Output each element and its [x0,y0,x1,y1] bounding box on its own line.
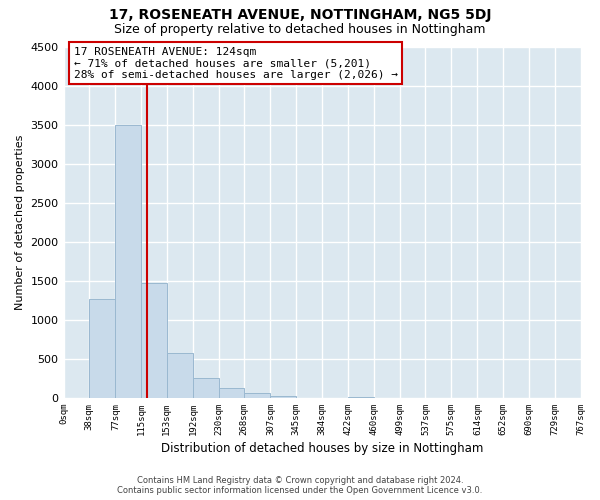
Text: 17 ROSENEATH AVENUE: 124sqm
← 71% of detached houses are smaller (5,201)
28% of : 17 ROSENEATH AVENUE: 124sqm ← 71% of det… [74,46,398,80]
Bar [89,299,115,398]
Text: 17, ROSENEATH AVENUE, NOTTINGHAM, NG5 5DJ: 17, ROSENEATH AVENUE, NOTTINGHAM, NG5 5D… [109,8,491,22]
Bar [348,397,374,398]
X-axis label: Distribution of detached houses by size in Nottingham: Distribution of detached houses by size … [161,442,483,455]
Bar [167,352,193,398]
Text: Size of property relative to detached houses in Nottingham: Size of property relative to detached ho… [114,22,486,36]
Bar [115,124,141,398]
Bar [271,396,296,398]
Bar [244,393,271,398]
Bar [141,283,167,398]
Text: Contains HM Land Registry data © Crown copyright and database right 2024.
Contai: Contains HM Land Registry data © Crown c… [118,476,482,495]
Bar [193,378,218,398]
Y-axis label: Number of detached properties: Number of detached properties [15,134,25,310]
Bar [218,388,244,398]
